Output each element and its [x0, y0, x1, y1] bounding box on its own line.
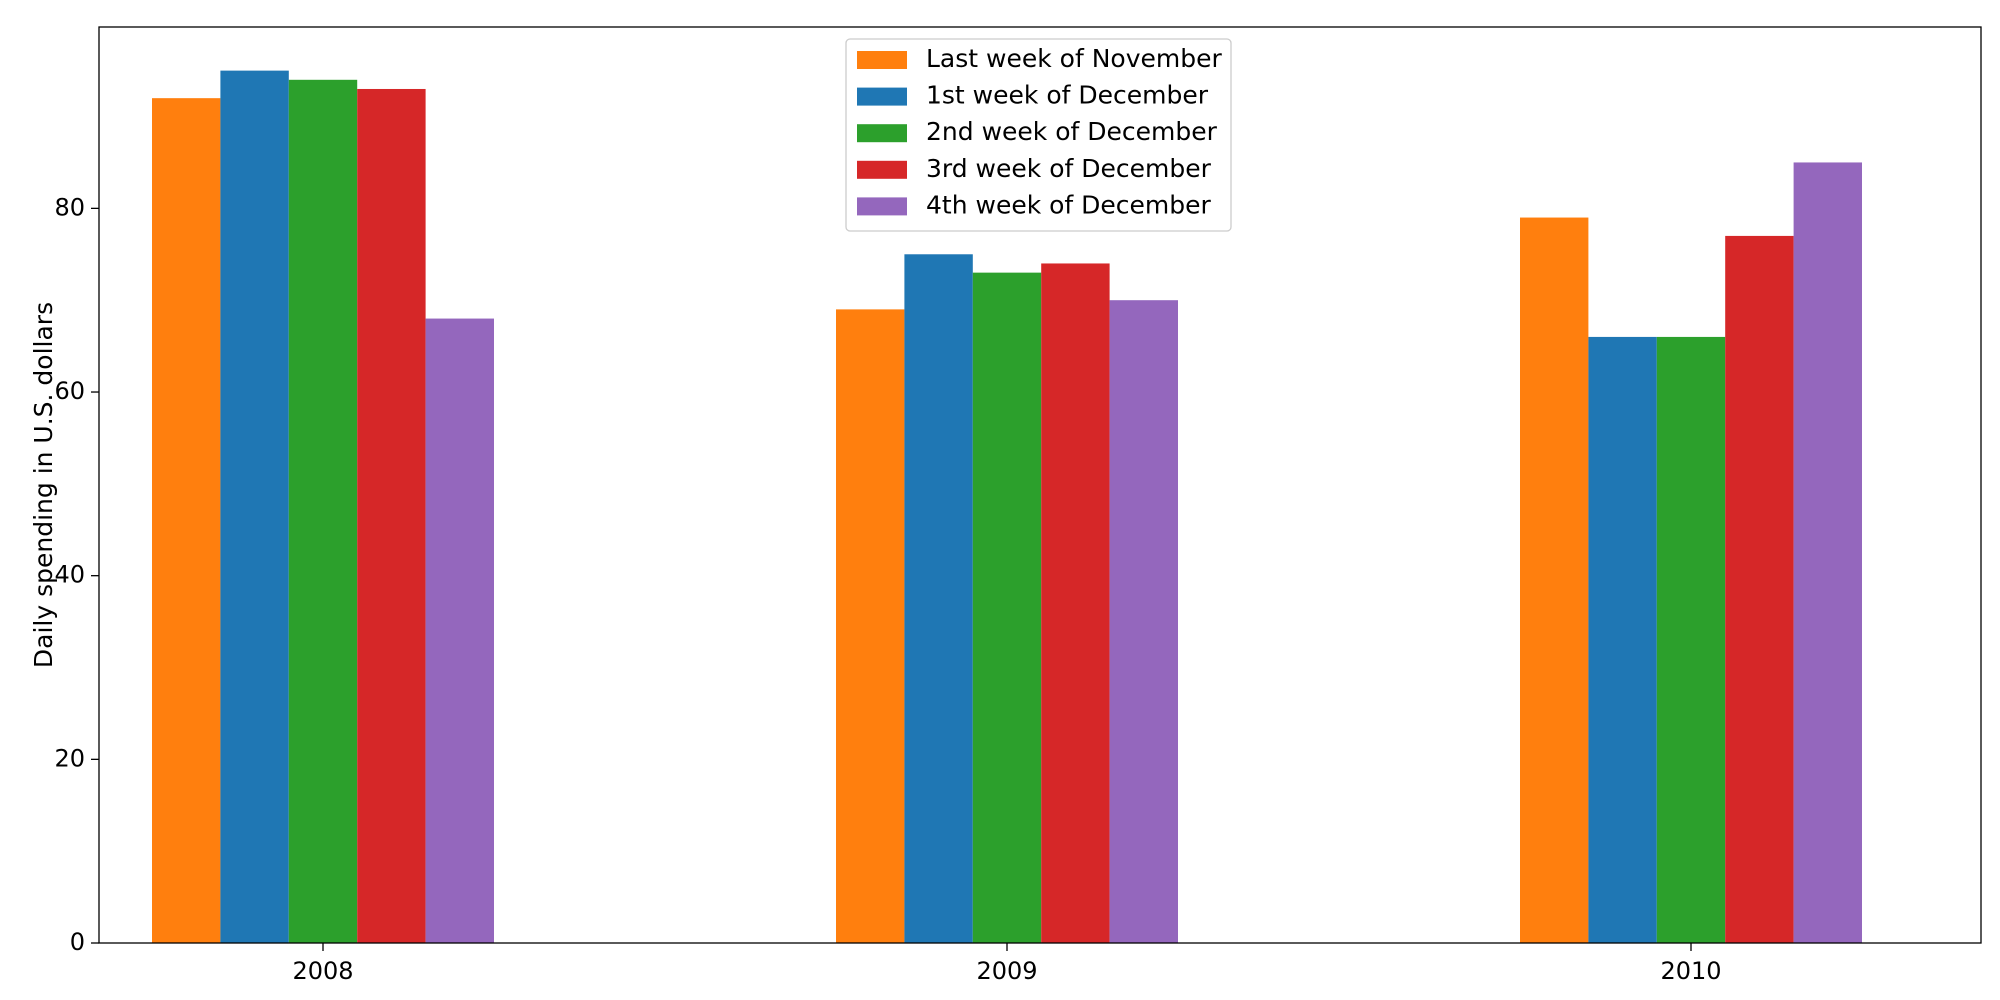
plot-frame	[98, 26, 1982, 944]
legend-label-2: 1st week of December	[926, 81, 1209, 110]
x-tick-label: 2008	[292, 957, 353, 985]
y-tick-label: 40	[54, 561, 85, 589]
legend: Last week of November 1st week of Decembe…	[845, 38, 1232, 232]
bar-2010-series-1	[1520, 217, 1589, 944]
legend-swatch-5	[857, 197, 907, 216]
legend-label-3: 2nd week of December	[926, 117, 1218, 146]
legend-swatch-3	[857, 124, 907, 143]
x-tick-label: 2010	[1660, 957, 1721, 985]
bar-2008-series-5	[425, 318, 494, 943]
legend-swatch-1	[857, 51, 907, 69]
bar-2009-series-5	[1109, 300, 1178, 943]
bar-2008-series-2	[220, 70, 289, 944]
y-tick-label: 60	[54, 377, 85, 405]
legend-label-4: 3rd week of December	[926, 154, 1212, 183]
bar-2008-series-4	[357, 88, 426, 944]
legend-label-5: 4th week of December	[926, 190, 1212, 219]
legend-box	[845, 38, 1232, 232]
legend-swatch-4	[857, 160, 907, 179]
y-axis: 0 20 40 60 80	[54, 193, 99, 956]
bar-2009-series-4	[1041, 263, 1110, 944]
bar-2009-series-2	[904, 254, 973, 943]
x-tick-label: 2009	[976, 957, 1037, 985]
bar-2009-series-1	[836, 309, 905, 943]
bar-2010-series-2	[1588, 336, 1657, 943]
y-tick-label: 80	[54, 193, 85, 221]
bars-group	[152, 70, 1862, 944]
bar-2008-series-3	[288, 79, 358, 944]
bar-2010-series-5	[1793, 162, 1862, 943]
x-axis: 2008 2009 2010	[292, 943, 1722, 985]
legend-label-1: Last week of November	[926, 44, 1222, 73]
bar-2009-series-3	[972, 272, 1042, 943]
legend-swatch-2	[857, 87, 907, 106]
bar-2010-series-3	[1656, 336, 1726, 943]
y-axis-label: Daily spending in U.S. dollars	[29, 302, 58, 668]
bar-2010-series-4	[1725, 235, 1794, 943]
y-tick-label: 0	[70, 928, 85, 956]
bar-2008-series-1	[152, 98, 221, 944]
y-tick-label: 20	[54, 744, 85, 772]
